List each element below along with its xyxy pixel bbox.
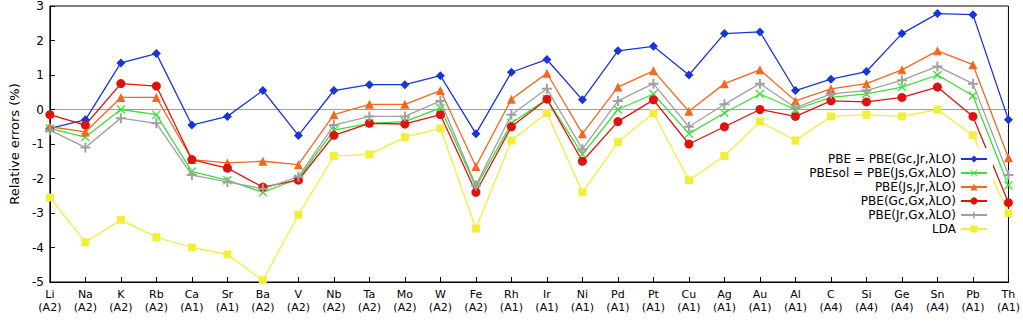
svg-text:Pd: Pd xyxy=(611,288,625,301)
svg-text:(A1): (A1) xyxy=(216,301,239,314)
svg-text:PBE = PBE(Gc,Jr,λLO): PBE = PBE(Gc,Jr,λLO) xyxy=(828,152,956,166)
svg-text:(A2): (A2) xyxy=(464,301,487,314)
svg-text:(A1): (A1) xyxy=(571,301,594,314)
svg-text:(A4): (A4) xyxy=(855,301,878,314)
svg-text:Pt: Pt xyxy=(648,288,660,301)
svg-text:(A2): (A2) xyxy=(393,301,416,314)
svg-text:(A2): (A2) xyxy=(145,301,168,314)
svg-text:K: K xyxy=(117,288,125,301)
svg-text:-5: -5 xyxy=(32,275,44,289)
svg-text:(A1): (A1) xyxy=(606,301,629,314)
svg-text:Pb: Pb xyxy=(966,288,980,301)
svg-text:Ni: Ni xyxy=(577,288,588,301)
svg-text:Ir: Ir xyxy=(543,288,551,301)
svg-text:(A1): (A1) xyxy=(535,301,558,314)
svg-text:Fe: Fe xyxy=(470,288,483,301)
svg-text:(A2): (A2) xyxy=(74,301,97,314)
svg-text:Li: Li xyxy=(45,288,54,301)
svg-text:-1: -1 xyxy=(32,137,44,151)
svg-text:Ag: Ag xyxy=(717,288,732,301)
svg-text:Relative errors (%): Relative errors (%) xyxy=(7,83,22,204)
svg-text:(A1): (A1) xyxy=(642,301,665,314)
svg-text:(A1): (A1) xyxy=(997,301,1020,314)
svg-text:Ca: Ca xyxy=(185,288,199,301)
svg-text:(A1): (A1) xyxy=(677,301,700,314)
svg-text:(A1): (A1) xyxy=(748,301,771,314)
svg-text:(A1): (A1) xyxy=(784,301,807,314)
svg-text:Si: Si xyxy=(861,288,871,301)
svg-text:(A1): (A1) xyxy=(180,301,203,314)
svg-text:-2: -2 xyxy=(32,172,44,186)
svg-text:Cu: Cu xyxy=(682,288,697,301)
svg-text:C: C xyxy=(827,288,835,301)
svg-text:PBE(Gc,Gx,λLO): PBE(Gc,Gx,λLO) xyxy=(861,194,956,208)
svg-text:Nb: Nb xyxy=(326,288,341,301)
svg-text:Sn: Sn xyxy=(930,288,944,301)
svg-text:W: W xyxy=(435,288,446,301)
svg-text:(A2): (A2) xyxy=(109,301,132,314)
svg-text:Sr: Sr xyxy=(222,288,234,301)
svg-text:PBE(Js,Jr,λLO): PBE(Js,Jr,λLO) xyxy=(875,180,956,194)
svg-text:(A1): (A1) xyxy=(961,301,984,314)
svg-text:0: 0 xyxy=(36,103,44,117)
svg-text:Rh: Rh xyxy=(504,288,519,301)
svg-text:(A2): (A2) xyxy=(251,301,274,314)
svg-text:(A4): (A4) xyxy=(819,301,842,314)
svg-text:Na: Na xyxy=(78,288,93,301)
svg-text:(A2): (A2) xyxy=(322,301,345,314)
svg-text:(A2): (A2) xyxy=(429,301,452,314)
svg-text:-3: -3 xyxy=(32,206,44,220)
svg-text:Ba: Ba xyxy=(256,288,270,301)
svg-text:Al: Al xyxy=(790,288,801,301)
svg-text:PBE(Jr,Gx,λLO): PBE(Jr,Gx,λLO) xyxy=(868,208,956,222)
svg-text:(A4): (A4) xyxy=(890,301,913,314)
svg-text:(A2): (A2) xyxy=(38,301,61,314)
svg-text:Rb: Rb xyxy=(149,288,164,301)
svg-text:Au: Au xyxy=(753,288,768,301)
svg-text:1: 1 xyxy=(36,68,44,82)
svg-text:2: 2 xyxy=(36,34,44,48)
svg-text:-4: -4 xyxy=(32,241,44,255)
svg-text:(A1): (A1) xyxy=(500,301,523,314)
svg-text:LDA: LDA xyxy=(932,222,957,236)
svg-text:PBEsol = PBE(Js,Gx,λLO): PBEsol = PBE(Js,Gx,λLO) xyxy=(809,166,956,180)
svg-text:Ge: Ge xyxy=(894,288,910,301)
svg-text:(A1): (A1) xyxy=(713,301,736,314)
svg-text:(A4): (A4) xyxy=(926,301,949,314)
svg-text:3: 3 xyxy=(36,0,44,13)
svg-text:(A2): (A2) xyxy=(287,301,310,314)
svg-text:Ta: Ta xyxy=(363,288,376,301)
svg-text:Th: Th xyxy=(1001,288,1016,301)
svg-text:Mo: Mo xyxy=(397,288,413,301)
svg-text:(A2): (A2) xyxy=(358,301,381,314)
svg-text:V: V xyxy=(295,288,303,301)
